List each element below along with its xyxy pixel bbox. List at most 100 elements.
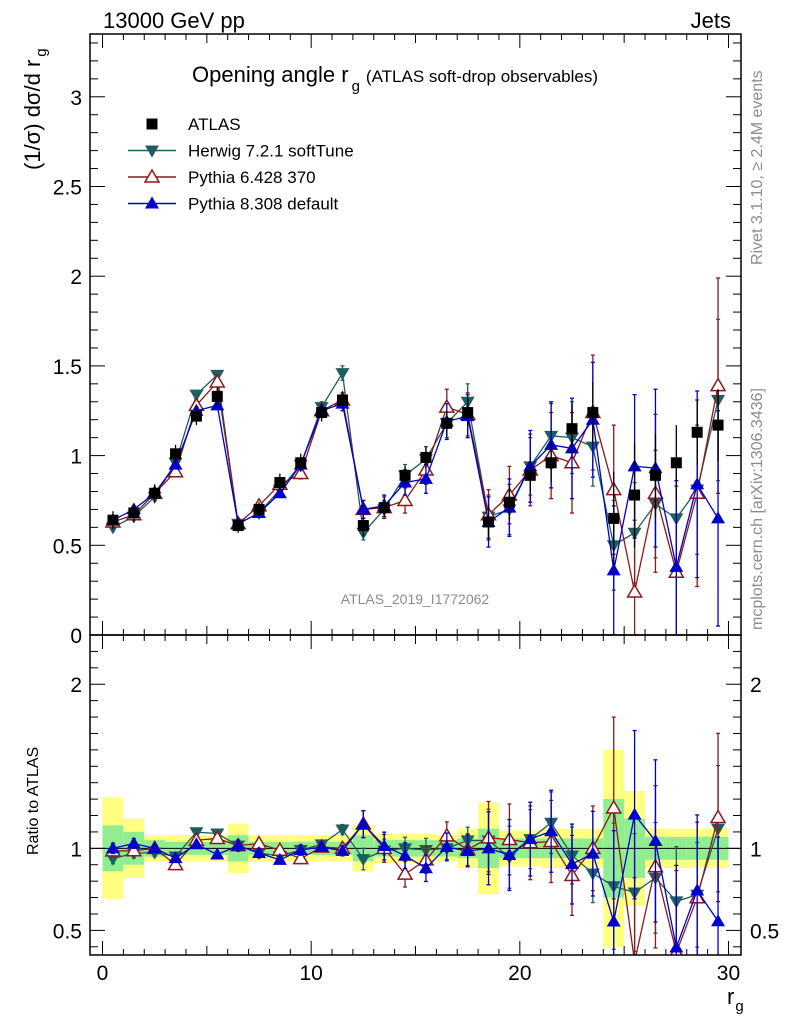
- rivet-label: Rivet 3.1.10, ≥ 2.4M events: [749, 70, 766, 265]
- main-plot: [104, 277, 727, 635]
- data-point: [711, 511, 726, 524]
- ratio-point: [605, 799, 623, 814]
- ratio-point: [633, 953, 636, 955]
- y-tick-label: 1.5: [53, 356, 82, 379]
- ratio-point: [189, 837, 204, 850]
- legend: ATLAS Herwig 7.2.1 softTune Pythia 6.428 3…: [128, 115, 354, 214]
- ratio-point: [439, 839, 454, 852]
- data-point: [709, 377, 727, 392]
- ratio-point: [481, 841, 496, 854]
- ratio-point: [418, 861, 433, 874]
- ratio-point: [314, 840, 329, 853]
- ratio-y-tick-label: 2: [70, 674, 82, 697]
- ratio-point: [356, 854, 371, 867]
- ratio-point: [627, 807, 642, 820]
- data-point: [272, 486, 287, 499]
- main-y-label: (1/σ) dσ/d rg: [20, 48, 50, 170]
- data-point: [167, 463, 184, 478]
- svg-text:rg: rg: [727, 984, 744, 1015]
- atlas-point: [670, 457, 682, 469]
- ratio-y-tick-label: 1: [70, 838, 82, 861]
- ratio-point: [292, 850, 310, 865]
- ratio-point: [544, 824, 559, 837]
- ratio-point: [711, 914, 726, 927]
- ratio-point: [167, 856, 184, 871]
- y-tick-label: 0: [70, 625, 82, 648]
- x-tick-label: 30: [717, 962, 740, 985]
- ratio-point: [208, 829, 226, 845]
- ratio-y-tick-label: 0.5: [53, 920, 82, 943]
- x-tick-label: 20: [508, 962, 531, 985]
- atlas-point: [566, 423, 578, 435]
- svg-text:Opening angle rg(ATLAS soft-dr: Opening angle r g(ATLAS soft-drop observa…: [192, 62, 598, 95]
- svg-text:(1/σ) dσ/d rg: (1/σ) dσ/d rg: [20, 48, 50, 170]
- ratio-point: [293, 843, 308, 856]
- atlas-point: [274, 477, 286, 489]
- atlas-point: [524, 469, 536, 481]
- atlas-point: [211, 390, 223, 402]
- ratio-point: [147, 841, 162, 854]
- legend-label: Pythia 6.428 370: [188, 168, 316, 187]
- atlas-point: [128, 507, 140, 519]
- ratio-point: [168, 851, 183, 864]
- atlas-point: [399, 469, 411, 481]
- atlas-point: [712, 419, 724, 431]
- legend-marker: [145, 196, 159, 209]
- legend-label: Herwig 7.2.1 softTune: [188, 142, 354, 161]
- x-axis-label: rg: [727, 984, 744, 1015]
- data-point: [208, 373, 226, 388]
- atlas-point: [253, 503, 265, 515]
- ratio-point: [669, 940, 684, 953]
- ratio-plot: [104, 716, 727, 955]
- atlas-point: [336, 394, 348, 406]
- legend-marker: [145, 145, 159, 158]
- ratio-uncertainty-bands: [90, 749, 741, 947]
- y-tick-label: 0.5: [53, 535, 82, 558]
- legend-entry: Herwig 7.2.1 softTune: [128, 142, 354, 161]
- y-tick-label: 2.5: [53, 176, 82, 199]
- atlas-point: [232, 520, 244, 532]
- atlas-point: [608, 512, 620, 524]
- atlas-point: [649, 469, 661, 481]
- atlas-point: [587, 407, 599, 419]
- ratio-point: [523, 832, 538, 845]
- mcplots-label: mcplots.cern.ch [arXiv:1306.3436]: [749, 388, 766, 630]
- ratio-series-2: [105, 729, 726, 955]
- ratio-point: [585, 846, 600, 859]
- y-tick-label: 3: [70, 87, 82, 110]
- legend-label: ATLAS: [188, 115, 241, 134]
- atlas-point: [483, 516, 495, 528]
- ratio-point: [396, 865, 414, 880]
- ratio-y-tick-label-right: 0.5: [750, 920, 779, 943]
- legend-entry: ATLAS: [146, 115, 241, 134]
- atlas-point: [691, 426, 703, 438]
- data-point: [168, 457, 183, 470]
- header-left: 13000 GeV pp: [103, 8, 245, 33]
- ratio-point: [125, 842, 143, 857]
- ratio-point: [356, 817, 371, 830]
- atlas-data: [107, 382, 724, 566]
- y-tick-label: 1: [70, 446, 82, 469]
- atlas-point: [378, 502, 390, 514]
- atlas-point: [545, 457, 557, 469]
- legend-marker: [143, 168, 161, 183]
- ratio-point: [105, 841, 120, 854]
- ratio-series-line: [112, 813, 719, 950]
- ratio-point: [335, 824, 350, 837]
- atlas-point: [170, 448, 182, 460]
- ratio-point: [377, 839, 392, 852]
- atlas-point: [357, 520, 369, 532]
- ratio-point: [709, 808, 727, 824]
- data-point: [356, 502, 371, 515]
- ratio-point: [252, 846, 267, 859]
- series-line: [112, 402, 719, 571]
- atlas-point: [107, 514, 119, 526]
- ratio-point: [210, 847, 225, 860]
- atlas-point: [149, 487, 161, 499]
- data-point: [292, 465, 310, 480]
- ratio-y-tick-label-right: 1: [750, 838, 762, 861]
- atlas-point: [629, 489, 641, 501]
- chart-title: Opening angle r g(ATLAS soft-drop observa…: [192, 62, 598, 95]
- axes: 0 10 20 30 0 0.5 1 1.5 2 2.5 3 0.5 0.5 1 1 2 2: [53, 33, 779, 985]
- ratio-point: [460, 843, 475, 856]
